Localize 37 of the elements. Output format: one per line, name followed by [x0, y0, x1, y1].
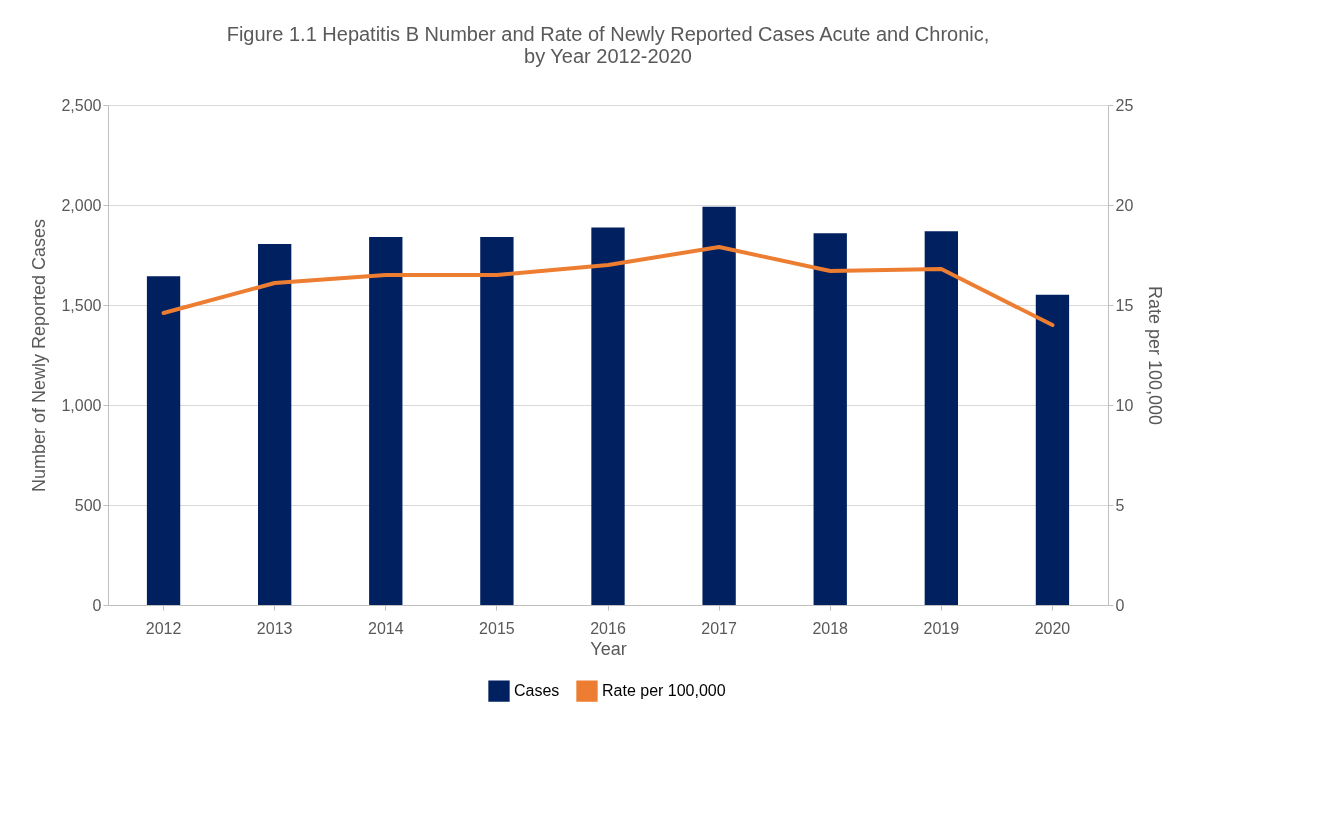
- y-tick-label: 1,500: [61, 296, 102, 314]
- bar: [924, 231, 958, 605]
- bar: [146, 276, 181, 605]
- x-tick-label: 2020: [1034, 619, 1071, 637]
- x-tick-label: 2015: [479, 619, 515, 637]
- y-axis-title: Number of Newly Reported Cases: [29, 218, 50, 493]
- x-tick-label: 2013: [256, 619, 293, 637]
- x-tick-label: 2017: [701, 619, 738, 637]
- y2-tick-label: 5: [1115, 496, 1125, 514]
- bar: [813, 233, 847, 605]
- y2-tick-label: 15: [1115, 296, 1134, 314]
- x-tick-label: 2016: [590, 619, 626, 637]
- x-tick-label: 2014: [367, 619, 404, 637]
- y-tick-label: 1,000: [61, 396, 102, 414]
- chart-title: Figure 1.1 Hepatitis B Number and Rate of Newly Reported Cases Acute and Chronic, by Year 2012-2020: [226, 23, 990, 67]
- y2-tick-label: 10: [1115, 396, 1134, 414]
- line-series: [161, 245, 1055, 327]
- x-tick-label: 2018: [812, 619, 849, 637]
- y2-axis-title: Rate per 100,000: [1145, 285, 1166, 426]
- x-tick-label: 2012: [145, 619, 182, 637]
- bar: [369, 237, 403, 605]
- bar: [702, 206, 736, 605]
- y2-tick-label: 0: [1115, 596, 1125, 614]
- bar: [591, 227, 625, 605]
- x-axis-title: Year: [590, 638, 627, 659]
- y-tick-label: 0: [92, 596, 102, 614]
- y-tick-label: 500: [74, 496, 102, 514]
- y-tick-label: 2,500: [61, 96, 102, 114]
- y2-tick-label: 20: [1115, 196, 1134, 214]
- legend-label: Cases: [514, 682, 560, 700]
- bar: [258, 244, 292, 605]
- bar: [480, 237, 514, 605]
- legend-label: Rate per 100,000: [602, 682, 726, 700]
- x-tick-label: 2019: [923, 619, 960, 637]
- bar: [1035, 294, 1070, 605]
- y-tick-label: 2,000: [61, 196, 102, 214]
- y2-tick-label: 25: [1115, 96, 1134, 114]
